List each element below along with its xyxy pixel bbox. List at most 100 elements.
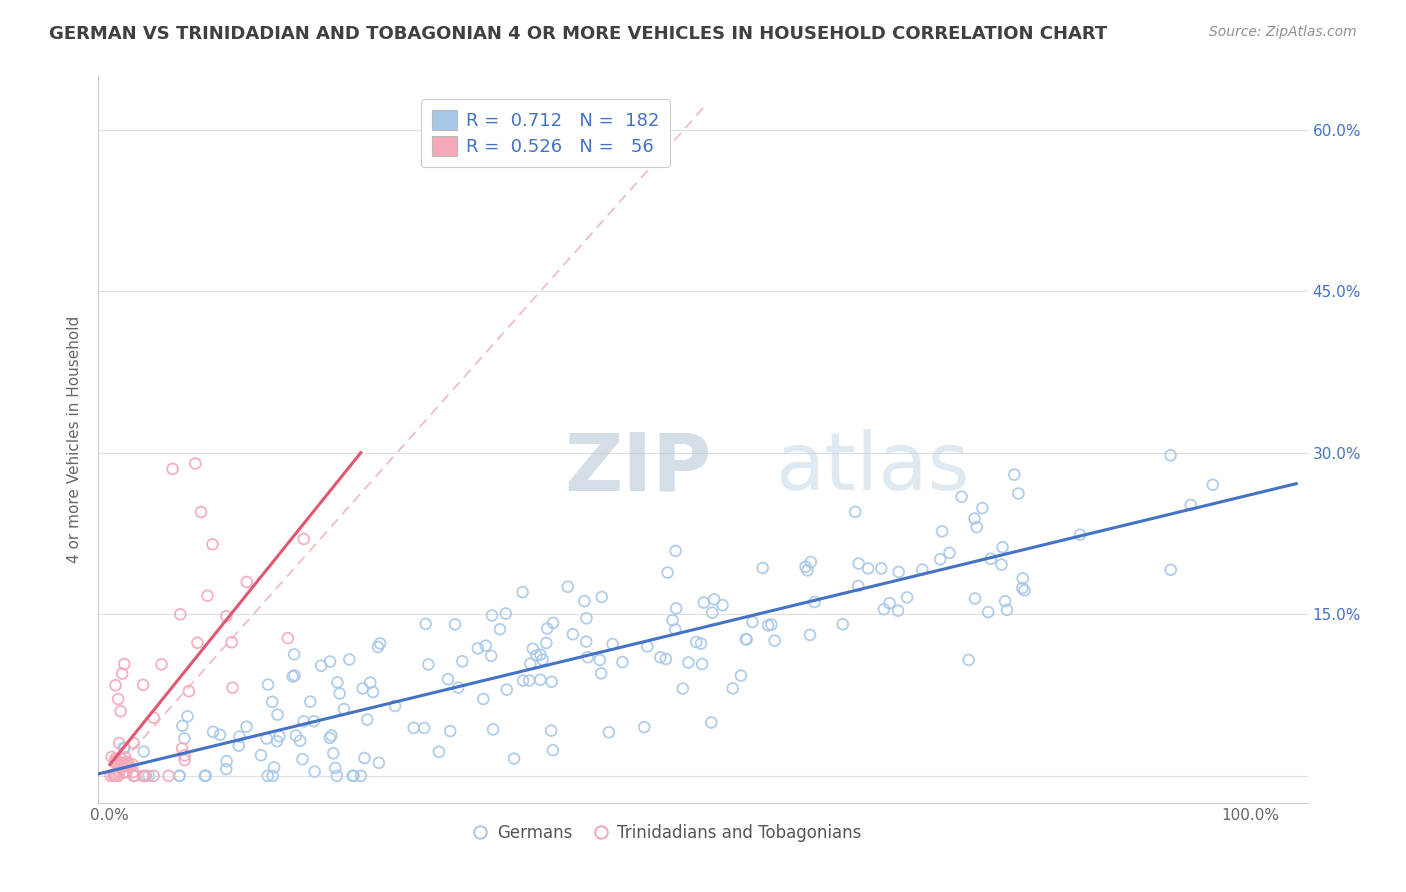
Point: [228, 739, 250, 753]
Point: [963, 591, 986, 606]
Point: [512, 585, 534, 599]
Point: [1202, 477, 1225, 491]
Point: [589, 653, 612, 667]
Point: [304, 764, 326, 779]
Point: [1011, 581, 1033, 595]
Point: [700, 715, 723, 730]
Point: [531, 653, 554, 667]
Point: [117, 755, 139, 769]
Point: [402, 721, 425, 735]
Point: [142, 711, 165, 725]
Point: [202, 724, 225, 739]
Point: [561, 627, 583, 641]
Point: [636, 640, 658, 654]
Point: [115, 759, 138, 773]
Point: [472, 692, 495, 706]
Point: [474, 639, 496, 653]
Point: [269, 729, 291, 743]
Point: [1069, 527, 1091, 541]
Point: [122, 769, 145, 783]
Point: [678, 656, 700, 670]
Point: [110, 704, 132, 718]
Point: [495, 682, 517, 697]
Point: [929, 552, 952, 566]
Point: [114, 741, 136, 756]
Point: [352, 681, 374, 696]
Point: [235, 574, 257, 589]
Point: [415, 616, 437, 631]
Point: [138, 769, 160, 783]
Point: [173, 748, 195, 763]
Point: [574, 594, 596, 608]
Point: [114, 756, 136, 770]
Point: [479, 648, 502, 663]
Point: [326, 769, 349, 783]
Point: [257, 677, 280, 691]
Point: [221, 681, 243, 695]
Point: [132, 745, 155, 759]
Point: [215, 754, 238, 768]
Point: [121, 757, 143, 772]
Point: [451, 654, 474, 668]
Point: [142, 769, 165, 783]
Point: [418, 657, 440, 672]
Point: [413, 721, 436, 735]
Point: [557, 580, 579, 594]
Point: [672, 681, 695, 696]
Point: [359, 675, 381, 690]
Point: [957, 653, 980, 667]
Point: [856, 561, 879, 575]
Point: [711, 598, 734, 612]
Point: [661, 613, 683, 627]
Point: [437, 672, 460, 686]
Point: [337, 652, 360, 666]
Point: [100, 769, 122, 783]
Point: [896, 591, 918, 605]
Point: [302, 714, 325, 729]
Point: [602, 637, 624, 651]
Point: [844, 505, 866, 519]
Point: [519, 657, 541, 671]
Text: GERMAN VS TRINIDADIAN AND TOBAGONIAN 4 OR MORE VEHICLES IN HOUSEHOLD CORRELATION: GERMAN VS TRINIDADIAN AND TOBAGONIAN 4 O…: [49, 25, 1108, 43]
Point: [467, 641, 489, 656]
Point: [333, 702, 356, 716]
Point: [319, 731, 342, 745]
Point: [104, 755, 127, 769]
Point: [221, 635, 243, 649]
Point: [104, 769, 127, 783]
Point: [664, 623, 686, 637]
Point: [800, 555, 823, 569]
Point: [215, 609, 238, 624]
Point: [522, 641, 544, 656]
Point: [184, 457, 207, 471]
Point: [277, 631, 299, 645]
Point: [734, 632, 756, 647]
Point: [427, 745, 450, 759]
Point: [526, 648, 548, 663]
Point: [702, 606, 724, 620]
Y-axis label: 4 or more Vehicles in Household: 4 or more Vehicles in Household: [67, 316, 83, 563]
Point: [104, 751, 127, 765]
Point: [110, 756, 132, 771]
Point: [536, 622, 558, 636]
Point: [1014, 583, 1036, 598]
Text: atlas: atlas: [776, 429, 970, 508]
Point: [657, 566, 679, 580]
Point: [685, 635, 707, 649]
Point: [292, 714, 315, 729]
Point: [157, 769, 180, 783]
Point: [846, 579, 869, 593]
Point: [111, 666, 134, 681]
Point: [319, 655, 342, 669]
Point: [112, 740, 135, 755]
Point: [575, 634, 598, 648]
Point: [266, 734, 288, 748]
Point: [655, 652, 678, 666]
Point: [235, 720, 257, 734]
Point: [938, 546, 960, 560]
Point: [135, 769, 157, 783]
Point: [110, 752, 132, 766]
Point: [107, 692, 129, 706]
Point: [201, 537, 224, 551]
Point: [761, 617, 783, 632]
